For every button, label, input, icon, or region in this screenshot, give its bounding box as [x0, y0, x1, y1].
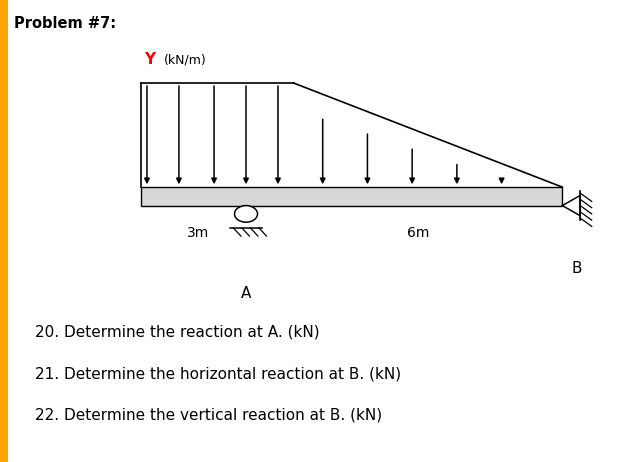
Text: 21. Determine the horizontal reaction at B. (kN): 21. Determine the horizontal reaction at… [35, 366, 401, 381]
Bar [141, 187, 562, 206]
Text: A: A [241, 286, 251, 301]
Text: 3m: 3m [187, 226, 209, 240]
Text: Y: Y [144, 52, 155, 67]
Text: (kN/m): (kN/m) [164, 54, 207, 67]
Circle shape [235, 206, 258, 222]
Text: 22. Determine the vertical reaction at B. (kN): 22. Determine the vertical reaction at B… [35, 408, 382, 423]
Text: B: B [572, 261, 582, 276]
Text: 20. Determine the reaction at A. (kN): 20. Determine the reaction at A. (kN) [35, 325, 320, 340]
Bar [0, 0, 8, 462]
Text: 6m: 6m [407, 226, 430, 240]
Text: Problem #7:: Problem #7: [14, 16, 116, 31]
